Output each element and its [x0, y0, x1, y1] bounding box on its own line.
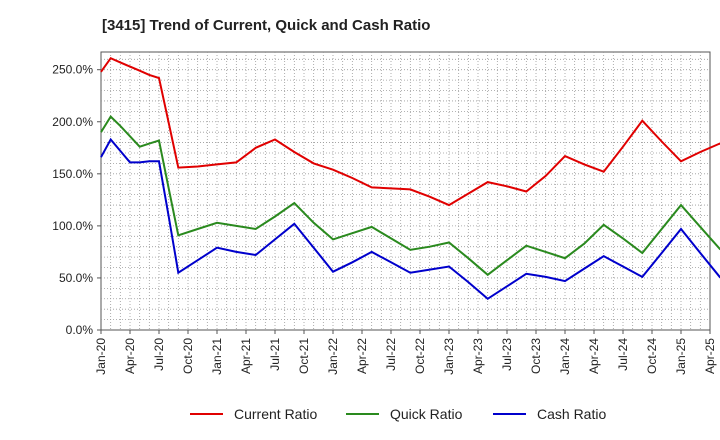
x-tick-label: Jan-24: [558, 338, 572, 375]
x-tick-label: Oct-24: [645, 338, 659, 374]
x-tick-label: Apr-25: [703, 338, 717, 374]
x-tick-label: Jan-23: [442, 338, 456, 375]
x-tick-label: Jan-20: [94, 338, 108, 375]
x-tick-label: Apr-22: [355, 338, 369, 374]
y-tick-label: 0.0%: [66, 323, 94, 337]
x-tick-label: Jan-25: [674, 338, 688, 375]
plot-area: 0.0% 50.0% 100.0% 150.0% 200.0% 250.0% Jan-20 A…: [52, 51, 720, 375]
y-tick-label: 50.0%: [59, 271, 93, 285]
legend-label-quick-ratio: Quick Ratio: [390, 406, 463, 422]
y-tick-label: 150.0%: [52, 167, 93, 181]
x-tick-label: Jul-22: [384, 338, 398, 371]
x-tick-label: Oct-21: [297, 338, 311, 374]
x-tick-label: Jan-22: [326, 338, 340, 375]
series-line-current-ratio: [100, 56, 720, 207]
legend-label-current-ratio: Current Ratio: [234, 406, 317, 422]
x-tick-label: Oct-22: [413, 338, 427, 374]
x-tick-label: Jul-23: [500, 338, 514, 371]
legend: Current Ratio Quick Ratio Cash Ratio: [190, 406, 606, 422]
x-tick-label: Apr-24: [587, 338, 601, 374]
x-tick-label: Apr-23: [471, 338, 485, 374]
x-tick-label: Jul-20: [152, 338, 166, 371]
series-line-cash-ratio: [100, 137, 720, 301]
chart-title: [3415] Trend of Current, Quick and Cash …: [102, 17, 430, 34]
x-tick-label: Oct-20: [181, 338, 195, 374]
legend-label-cash-ratio: Cash Ratio: [537, 406, 606, 422]
series-line-quick-ratio: [100, 115, 720, 277]
y-tick-label: 100.0%: [52, 219, 93, 233]
x-tick-label: Jan-21: [210, 338, 224, 375]
x-tick-label: Jul-21: [268, 338, 282, 371]
plot-frame: [100, 51, 711, 331]
x-tick-label: Apr-20: [123, 338, 137, 374]
x-tick-label: Jul-24: [616, 338, 630, 371]
y-tick-label: 250.0%: [52, 63, 93, 77]
x-tick-label: Oct-23: [529, 338, 543, 374]
y-tick-label: 200.0%: [52, 115, 93, 129]
x-tick-label: Apr-21: [239, 338, 253, 374]
